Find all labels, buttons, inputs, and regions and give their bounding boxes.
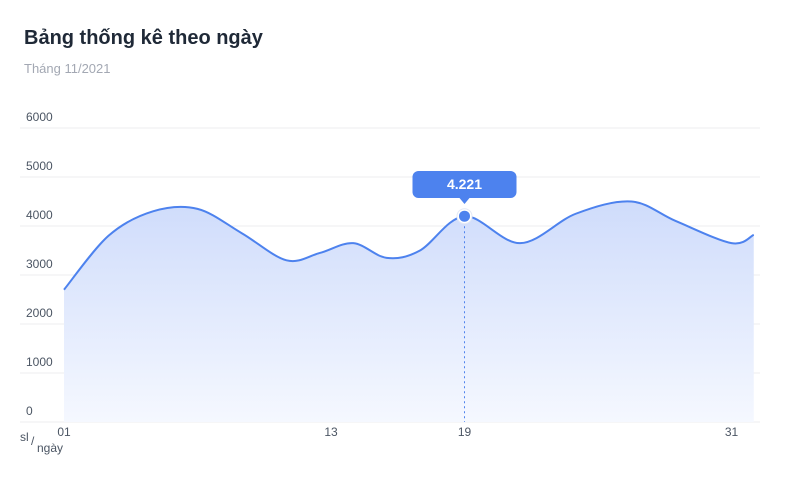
tooltip-box <box>412 171 517 198</box>
y-tick-label-5000: 5000 <box>26 159 53 173</box>
y-tick-label-4000: 4000 <box>26 208 53 222</box>
series-line <box>63 200 755 291</box>
y-tick-label-1000: 1000 <box>26 355 53 369</box>
x-tick-label-31: 31 <box>725 425 739 439</box>
x-tick-label-13: 13 <box>324 425 338 439</box>
y-tick-label-0: 0 <box>26 404 33 418</box>
y-tick-label-3000: 3000 <box>26 257 53 271</box>
unit-label-bottom: ngày <box>37 441 64 455</box>
unit-label-top: sl <box>20 430 29 444</box>
highlight-marker <box>459 210 470 222</box>
x-tick-label-01: 01 <box>57 425 71 439</box>
y-tick-label-6000: 6000 <box>26 110 53 124</box>
y-tick-label-2000: 2000 <box>26 306 53 320</box>
tooltip-pointer <box>459 198 470 204</box>
chart-title: Bảng thống kê theo ngày <box>24 27 263 49</box>
series-area-fill <box>64 201 754 422</box>
chart-subtitle: Tháng 11/2021 <box>24 61 111 76</box>
unit-label-slash: / <box>31 434 35 448</box>
x-tick-label-19: 19 <box>458 425 472 439</box>
tooltip-value: 4.221 <box>447 176 482 192</box>
